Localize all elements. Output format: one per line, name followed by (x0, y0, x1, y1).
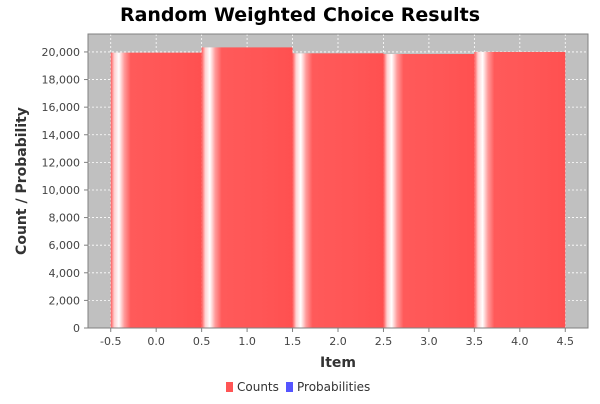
y-axis: 0 2,000 4,000 6,000 8,000 10,000 12,000 14,000 1… (42, 46, 88, 335)
bar-counts-0 (110, 52, 202, 329)
x-tick-label: 3.0 (420, 335, 438, 348)
y-tick-label: 6,000 (49, 239, 81, 252)
y-tick-label: 12,000 (42, 156, 81, 169)
x-tick-label: 1.5 (284, 335, 302, 348)
x-tick-label: 2.5 (375, 335, 393, 348)
legend: Counts Probabilities (226, 380, 370, 394)
bar-counts-2 (292, 53, 384, 328)
chart-title: Random Weighted Choice Results (120, 4, 480, 26)
legend-label-1: Probabilities (297, 380, 370, 394)
y-tick-label: 14,000 (42, 129, 81, 142)
bar-counts-1 (201, 47, 293, 328)
x-tick-label: 0.5 (193, 335, 211, 348)
x-tick-label: 3.5 (466, 335, 484, 348)
x-tick-label: 0.0 (147, 335, 165, 348)
bar-counts-4 (474, 51, 566, 328)
bar-counts-3 (383, 54, 475, 328)
y-tick-label: 10,000 (42, 184, 81, 197)
y-tick-label: 18,000 (42, 74, 81, 87)
x-axis-label: Item (320, 355, 356, 371)
y-tick-label: 20,000 (42, 46, 81, 59)
legend-label-0: Counts (237, 380, 279, 394)
y-tick-label: 0 (73, 322, 80, 335)
legend-swatch-0 (226, 382, 233, 392)
y-tick-label: 16,000 (42, 101, 81, 114)
x-tick-label: 4.5 (557, 335, 575, 348)
y-axis-label: Count / Probability (14, 107, 30, 255)
x-axis: -0.5 0.0 0.5 1.0 1.5 2.0 2.5 3.0 3.5 4.0 4.5 (100, 328, 574, 348)
y-tick-label: 4,000 (49, 267, 81, 280)
x-tick-label: 2.0 (329, 335, 347, 348)
legend-swatch-1 (286, 382, 293, 392)
x-tick-label: 4.0 (511, 335, 529, 348)
bars (110, 47, 566, 329)
x-tick-label: 1.0 (238, 335, 256, 348)
y-tick-label: 2,000 (49, 294, 81, 307)
x-tick-label: -0.5 (100, 335, 121, 348)
y-tick-label: 8,000 (49, 212, 81, 225)
